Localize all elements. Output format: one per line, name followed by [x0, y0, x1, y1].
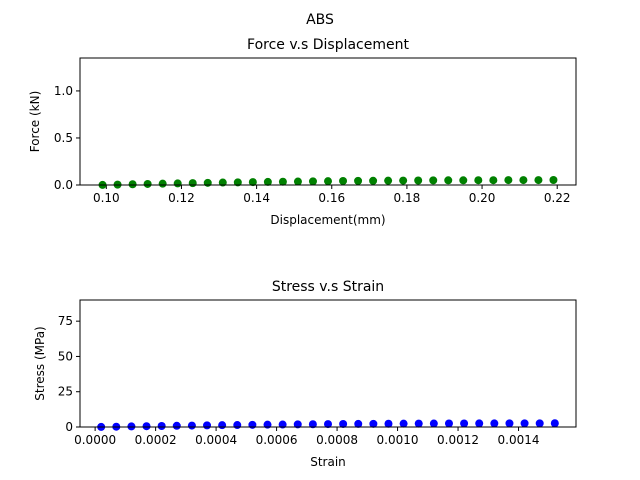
axes-frame: [79, 57, 577, 186]
y-tick-label: 75: [58, 314, 73, 328]
y-tick-label: 25: [58, 385, 73, 399]
data-point: [535, 419, 544, 428]
data-point: [173, 179, 182, 188]
data-point: [459, 176, 468, 185]
data-point: [157, 422, 166, 431]
data-point: [278, 177, 287, 186]
data-point: [384, 176, 393, 185]
data-point: [339, 419, 348, 428]
y-tick-label: 1.0: [54, 84, 73, 98]
data-point: [550, 419, 559, 428]
data-point: [293, 177, 302, 186]
data-point: [354, 176, 363, 185]
data-point: [520, 419, 529, 428]
x-tick-label: 0.10: [93, 191, 120, 205]
data-point: [475, 419, 484, 428]
x-tick-label: 0.0000: [74, 433, 116, 447]
data-point: [188, 179, 197, 188]
x-tick-label: 0.0006: [256, 433, 298, 447]
y-tick-label: 50: [58, 349, 73, 363]
data-point: [399, 176, 408, 185]
data-point: [187, 421, 196, 430]
data-point: [142, 422, 151, 431]
data-point: [489, 176, 498, 185]
axis-ticks: 0.0000 0.0002 0.0004 0.0006 0.0008 0.0010 0.00…: [58, 314, 540, 447]
data-point: [414, 176, 423, 185]
data-point: [308, 420, 317, 429]
x-tick-label: 0.18: [394, 191, 421, 205]
data-point: [354, 419, 363, 428]
data-point: [505, 419, 514, 428]
data-point: [308, 177, 317, 186]
data-point: [203, 178, 212, 187]
x-tick-label: 0.0004: [195, 433, 237, 447]
data-point: [444, 419, 453, 428]
data-point: [158, 179, 167, 188]
stress-strain-plot: Stress v.s Strain 0.0000 0.0002 0.0004 0.00…: [33, 279, 577, 469]
data-point: [369, 176, 378, 185]
data-point: [172, 421, 181, 430]
x-tick-label: 0.0014: [498, 433, 540, 447]
data-point: [384, 419, 393, 428]
x-axis-label: Displacement(mm): [270, 213, 385, 227]
data-point: [233, 421, 242, 430]
x-tick-label: 0.0002: [135, 433, 177, 447]
data-point: [203, 421, 212, 430]
data-point: [324, 420, 332, 429]
y-tick-label: 0: [65, 420, 73, 434]
figure-suptitle: ABS: [306, 12, 334, 28]
data-point: [218, 421, 227, 430]
data-point: [490, 419, 499, 428]
force-displacement-plot: Force v.s Displacement 0.10 0.12 0.14 0.16 0…: [28, 37, 577, 227]
data-point: [399, 419, 408, 428]
axis-ticks: 0.10 0.12 0.14 0.16 0.18 0.20 0.22 0.0 0.5 1.0: [54, 84, 571, 205]
x-tick-label: 0.20: [469, 191, 496, 205]
data-point: [128, 180, 137, 189]
plot-title: Stress v.s Strain: [272, 279, 384, 295]
data-point: [460, 419, 469, 428]
data-point: [248, 178, 257, 187]
x-tick-label: 0.14: [243, 191, 270, 205]
x-tick-label: 0.0010: [377, 433, 419, 447]
y-tick-label: 0.5: [54, 131, 73, 145]
x-tick-label: 0.12: [168, 191, 195, 205]
data-point: [248, 420, 257, 429]
y-axis-label: Force (kN): [28, 91, 42, 153]
data-point: [263, 177, 272, 186]
data-point: [143, 179, 152, 188]
y-axis-label: Stress (MPa): [33, 326, 47, 400]
y-tick-label: 0.0: [54, 178, 73, 192]
x-tick-label: 0.0008: [316, 433, 358, 447]
data-point: [339, 176, 348, 185]
data-point: [444, 176, 453, 185]
x-tick-label: 0.16: [318, 191, 345, 205]
data-point: [534, 176, 543, 185]
data-point: [414, 419, 423, 428]
x-tick-label: 0.22: [544, 191, 571, 205]
plot-title: Force v.s Displacement: [247, 37, 409, 53]
data-point: [519, 176, 528, 185]
x-tick-label: 0.0012: [437, 433, 479, 447]
data-point: [127, 422, 136, 431]
data-point: [324, 177, 332, 186]
data-point: [233, 178, 242, 187]
data-point: [293, 420, 302, 429]
data-point: [504, 176, 513, 185]
data-point: [474, 176, 483, 185]
data-point: [429, 176, 438, 185]
x-axis-label: Strain: [310, 455, 346, 469]
axes-frame: [79, 299, 577, 428]
data-point: [429, 419, 438, 428]
data-point: [549, 176, 558, 185]
data-point: [369, 419, 378, 428]
